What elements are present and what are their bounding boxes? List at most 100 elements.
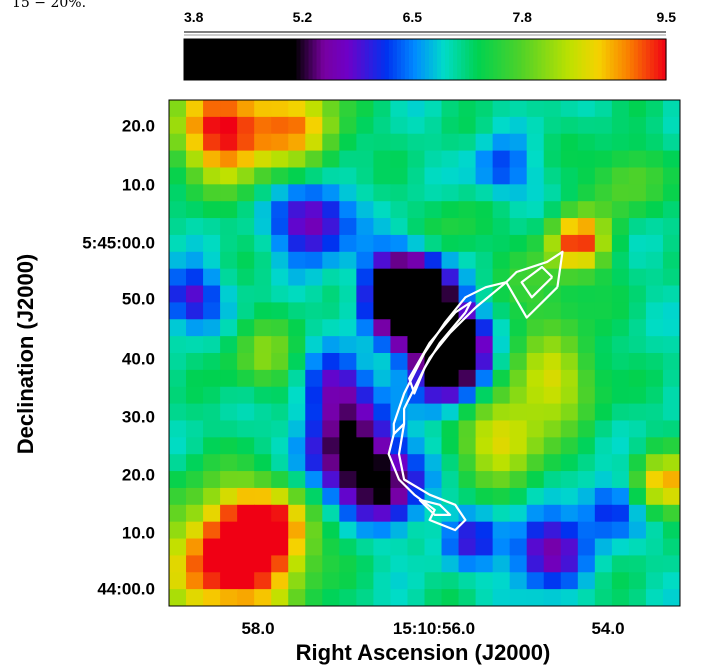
heatmap-cell [254, 302, 272, 320]
heatmap-cell [373, 184, 391, 202]
heatmap-cell [339, 167, 357, 185]
heatmap-cell [390, 100, 408, 118]
colorbar-segment [573, 39, 579, 80]
heatmap-cell [288, 487, 306, 506]
heatmap-cell [441, 336, 460, 354]
heatmap-cell [509, 572, 528, 590]
heatmap-cell [560, 454, 579, 472]
heatmap-cell [594, 487, 613, 506]
heatmap-cell [645, 251, 664, 270]
heatmap-cell [237, 437, 255, 455]
heatmap-cell [441, 386, 460, 405]
heatmap-cell [203, 487, 221, 506]
heatmap-cell [203, 572, 221, 590]
heatmap-cell [254, 538, 272, 556]
heatmap-cell [407, 268, 425, 287]
heatmap-cell [458, 268, 477, 287]
heatmap-cell [662, 234, 681, 253]
heatmap-cell [594, 538, 613, 556]
heatmap-cell [662, 167, 681, 185]
heatmap-cell [560, 403, 579, 421]
heatmap-cell [560, 420, 579, 438]
heatmap-cell [203, 319, 221, 337]
heatmap-cell [424, 403, 443, 421]
heatmap-cell [186, 420, 204, 438]
heatmap-cell [424, 184, 443, 202]
heatmap-cell [288, 538, 306, 556]
colorbar-segment [629, 39, 635, 80]
heatmap-cell [611, 521, 630, 540]
heatmap-cell [458, 471, 477, 489]
heatmap-cell [169, 353, 187, 371]
heatmap-cell [526, 268, 545, 287]
heatmap-cell [492, 218, 511, 236]
heatmap-cell [611, 251, 630, 270]
heatmap-cell [390, 184, 408, 202]
heatmap-cell [492, 572, 511, 590]
heatmap-cell [526, 589, 545, 607]
heatmap-cell [288, 589, 306, 607]
heatmap-cell [492, 201, 511, 219]
heatmap-cell [169, 167, 187, 185]
heatmap-cell [390, 386, 408, 405]
heatmap-cell [305, 268, 323, 287]
heatmap-cell [237, 116, 255, 135]
heatmap-cell [356, 420, 374, 438]
heatmap-cell [186, 555, 204, 573]
heatmap-cell [254, 150, 272, 168]
heatmap-cell [526, 369, 545, 388]
heatmap-cell [322, 504, 340, 523]
heatmap-cell [288, 353, 306, 371]
heatmap-cell [424, 471, 443, 489]
heatmap-cell [322, 487, 340, 506]
heatmap-cell [390, 369, 408, 388]
heatmap-cell [390, 268, 408, 287]
heatmap-cell [662, 319, 681, 337]
heatmap-cell [492, 150, 511, 168]
heatmap-cell [254, 589, 272, 607]
colorbar-segment [633, 39, 639, 80]
heatmap-cell [305, 369, 323, 388]
heatmap-cell [594, 471, 613, 489]
heatmap-cell [407, 521, 425, 540]
heatmap-cell [169, 285, 187, 303]
heatmap-cell [169, 369, 187, 388]
heatmap-cell [475, 420, 494, 438]
heatmap-cell [271, 234, 289, 253]
heatmap-cell [424, 521, 443, 540]
heatmap-cell [305, 403, 323, 421]
heatmap-cell [560, 116, 579, 135]
heatmap-cell [407, 234, 425, 253]
heatmap-cell [186, 234, 204, 253]
heatmap-cell [271, 454, 289, 472]
heatmap-cell [203, 437, 221, 455]
heatmap-cell [356, 471, 374, 489]
heatmap-cell [169, 251, 187, 270]
heatmap-cell [662, 150, 681, 168]
heatmap-cell [628, 437, 647, 455]
x-axis-tick-labels: 58.0 15:10:56.0 54.0 [241, 619, 624, 638]
heatmap-cell [662, 201, 681, 219]
heatmap-cell [271, 150, 289, 168]
heatmap-cell [407, 116, 425, 135]
heatmap-cell [560, 285, 579, 303]
heatmap-cell [645, 268, 664, 287]
heatmap-cell [271, 572, 289, 590]
heatmap-cell [169, 572, 187, 590]
heatmap-cell [662, 184, 681, 202]
heatmap-cell [628, 218, 647, 236]
heatmap-cell [526, 234, 545, 253]
heatmap-cell [662, 369, 681, 388]
heatmap-cell [186, 268, 204, 287]
heatmap-cell [526, 386, 545, 405]
heatmap-cell [373, 218, 391, 236]
heatmap-cell [220, 353, 238, 371]
heatmap-cell [254, 420, 272, 438]
heatmap-cell [322, 353, 340, 371]
heatmap-cell [322, 420, 340, 438]
colorbar-segment [336, 39, 342, 80]
heatmap-cell [169, 437, 187, 455]
heatmap-cell [475, 251, 494, 270]
colorbar-segment [661, 39, 667, 80]
